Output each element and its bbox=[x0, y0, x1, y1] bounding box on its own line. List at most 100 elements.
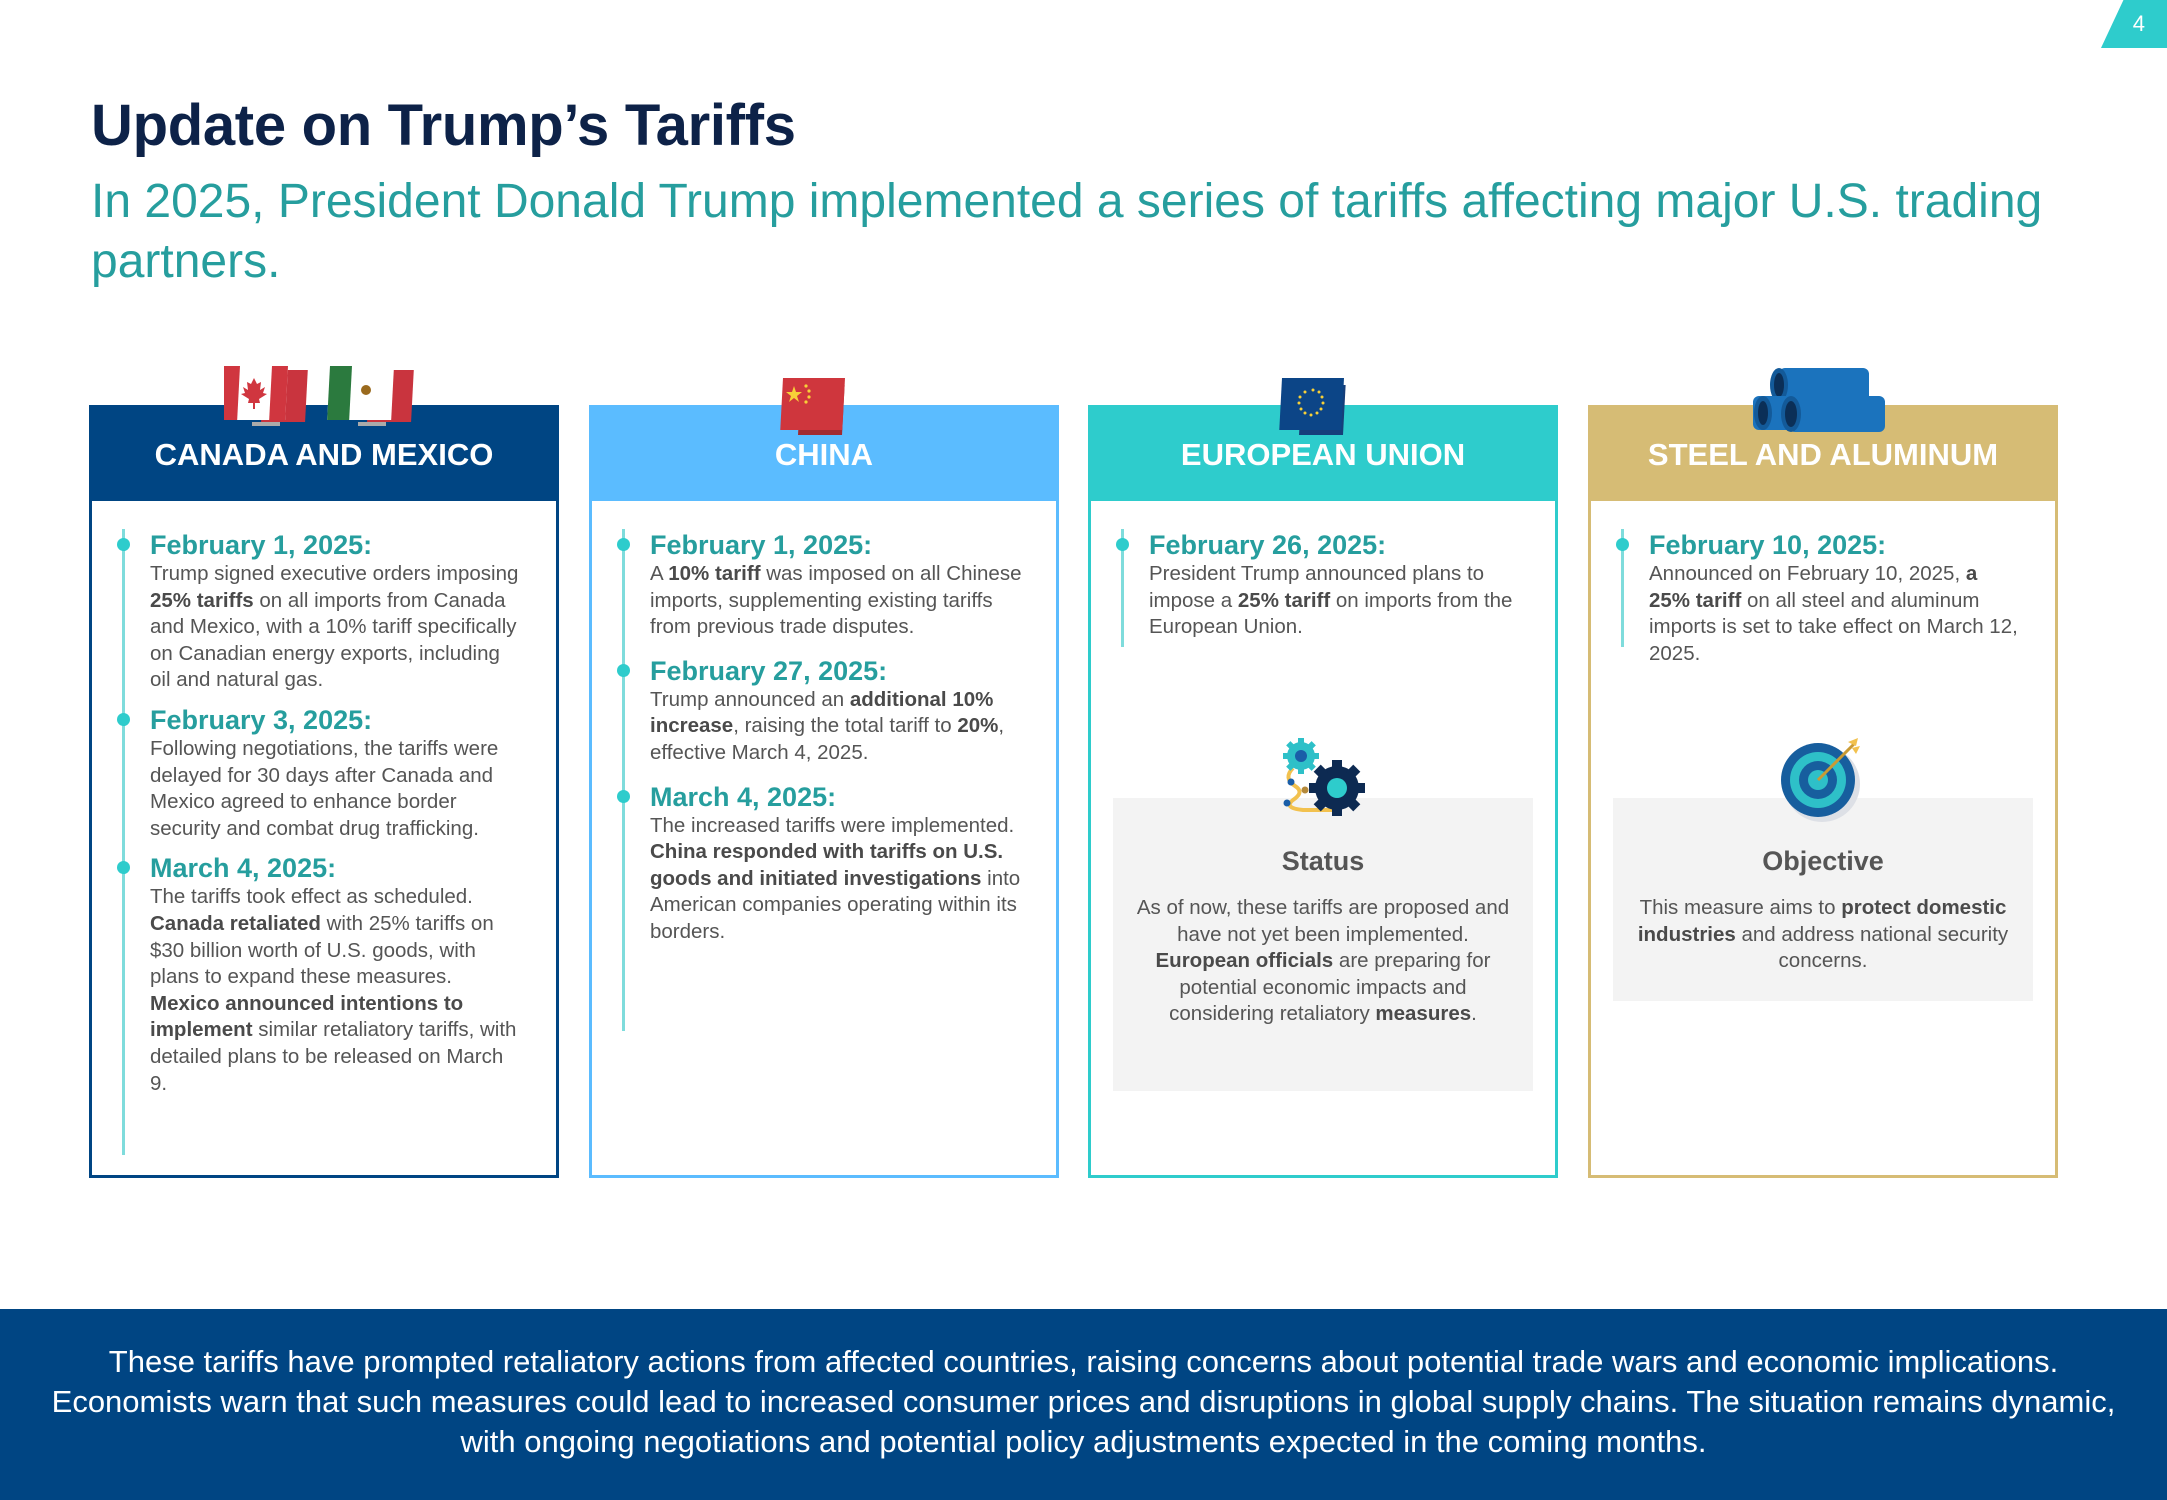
text: with 25% tariffs on $30 billion worth of… bbox=[150, 911, 494, 989]
event-date: February 1, 2025: bbox=[150, 530, 373, 560]
card-steel-aluminum: STEEL AND ALUMINUM February 10, 2025: Ann… bbox=[1588, 368, 2058, 1178]
text: President Trump announced plans to impos… bbox=[1149, 562, 1485, 612]
text: Following negotiations, the tariffs were… bbox=[150, 736, 499, 840]
page-number-badge: 4 bbox=[2101, 0, 2167, 48]
text: similar retaliatory tariffs, with detail… bbox=[150, 1018, 517, 1095]
event-description: Announced on February 10, 2025, a 25% ta… bbox=[1649, 561, 2021, 667]
bold-text: 20% bbox=[957, 714, 999, 738]
event-description: Following negotiations, the tariffs were… bbox=[150, 736, 522, 842]
text: . bbox=[1471, 1002, 1477, 1026]
card-body: February 1, 2025: Trump signed executive … bbox=[92, 501, 556, 1175]
eu-flag-icon bbox=[1278, 378, 1368, 443]
bold-text: European officials bbox=[1155, 949, 1334, 973]
timeline-dot-icon bbox=[617, 789, 630, 803]
timeline-event: February 26, 2025: President Trump announ… bbox=[1116, 529, 1521, 641]
timeline-dot-icon bbox=[617, 538, 630, 551]
event-date: February 1, 2025: bbox=[650, 530, 873, 560]
card-heading: CHINA bbox=[774, 436, 874, 472]
text: The tariffs took effect as scheduled. bbox=[150, 885, 473, 909]
timeline-dot-icon bbox=[1616, 538, 1629, 551]
timeline: February 1, 2025: A 10% tariff was impose… bbox=[617, 529, 1022, 1031]
timeline-dot-icon bbox=[117, 538, 130, 551]
text: This measure aims to bbox=[1639, 896, 1842, 919]
text: on all steel and aluminum imports is set… bbox=[1649, 588, 2018, 665]
target-icon bbox=[1778, 736, 1868, 831]
text: Trump signed executive orders imposing bbox=[150, 562, 519, 585]
card-header: CHINA bbox=[592, 408, 1056, 501]
timeline-line bbox=[122, 529, 125, 1155]
timeline-event: March 4, 2025: The tariffs took effect as… bbox=[117, 852, 522, 1097]
page-number: 4 bbox=[2132, 11, 2145, 36]
bold-text: 10% tariff bbox=[668, 562, 761, 585]
status-box: Status As of now, these tariffs are prop… bbox=[1113, 738, 1533, 1091]
text: As of now, these tariffs are proposed an… bbox=[1136, 896, 1510, 946]
text: Trump announced an bbox=[650, 687, 850, 711]
steel-pipes-icon bbox=[1753, 366, 1893, 441]
event-date: February 26, 2025: bbox=[1149, 530, 1387, 560]
footer-banner: These tariffs have prompted retaliatory … bbox=[0, 1309, 2167, 1500]
card-heading: STEEL AND ALUMINUM bbox=[1647, 436, 1999, 472]
timeline: February 26, 2025: President Trump announ… bbox=[1116, 529, 1521, 651]
bold-text: measures bbox=[1375, 1002, 1472, 1026]
text: A bbox=[650, 562, 669, 585]
text: , effective March 4, 2025. bbox=[650, 714, 1005, 764]
text: was imposed on all Chinese imports, supp… bbox=[650, 562, 1022, 639]
bold-text: Mexico announced intentions to implement bbox=[150, 991, 464, 1042]
timeline: February 10, 2025: Announced on February … bbox=[1616, 529, 2021, 677]
event-description: President Trump announced plans to impos… bbox=[1149, 561, 1521, 641]
text: Announced on February 10, 2025, bbox=[1649, 562, 1966, 585]
text: on imports from the European Union. bbox=[1149, 588, 1513, 639]
timeline-line bbox=[622, 529, 625, 1031]
card-header: CANADA AND MEXICO bbox=[92, 408, 556, 501]
bold-text: a 25% tariff bbox=[1649, 562, 1978, 612]
card-china: CHINA February 1, 2025: A 10% tariff was … bbox=[589, 378, 1059, 1178]
footer-text: These tariffs have prompted retaliatory … bbox=[51, 1344, 2116, 1459]
timeline: February 1, 2025: Trump signed executive … bbox=[117, 529, 522, 1155]
card-canada-mexico: CANADA AND MEXICO February 1, 202 bbox=[89, 366, 559, 1178]
page-subtitle: In 2025, President Donald Trump implemen… bbox=[91, 175, 2043, 288]
bold-text: protect domestic industries bbox=[1637, 896, 2007, 946]
text: and address national security concerns. bbox=[1735, 922, 2009, 973]
card-european-union: EUROPEAN UNION February 26, 2025: Preside… bbox=[1088, 378, 1558, 1178]
timeline-line bbox=[1621, 529, 1624, 647]
text: are preparing for potential economic imp… bbox=[1169, 949, 1491, 1026]
canada-flag-icon bbox=[221, 366, 308, 426]
timeline-dot-icon bbox=[617, 663, 630, 677]
objective-title: Objective bbox=[1762, 846, 1884, 876]
timeline-event: March 4, 2025: The increased tariffs were… bbox=[617, 781, 1022, 946]
bold-text: China responded with tariffs on U.S. goo… bbox=[650, 840, 1004, 890]
event-date: February 27, 2025: bbox=[650, 655, 888, 686]
objective-box: Objective This measure aims to protect d… bbox=[1613, 738, 2033, 1001]
card-heading: EUROPEAN UNION bbox=[1180, 436, 1466, 472]
status-text: As of now, these tariffs are proposed an… bbox=[1113, 895, 1533, 1028]
card-heading: CANADA AND MEXICO bbox=[154, 436, 494, 472]
mexico-flag-icon bbox=[327, 366, 414, 426]
event-description: The tariffs took effect as scheduled. Ca… bbox=[150, 884, 522, 1097]
china-flag-icon bbox=[779, 378, 869, 443]
event-description: A 10% tariff was imposed on all Chinese … bbox=[650, 561, 1022, 641]
gears-icon bbox=[1273, 738, 1373, 833]
timeline-dot-icon bbox=[117, 712, 130, 726]
card-body: February 10, 2025: Announced on February … bbox=[1591, 501, 2055, 1175]
event-description: The increased tariffs were implemented. … bbox=[650, 813, 1022, 946]
canada-mexico-flags-icon bbox=[221, 366, 424, 433]
event-date: February 3, 2025: bbox=[150, 704, 373, 735]
page-title: Update on Trump’s Tariffs bbox=[91, 93, 796, 158]
timeline-event: February 3, 2025: Following negotiations,… bbox=[117, 704, 522, 842]
timeline-event: February 27, 2025: Trump announced an add… bbox=[617, 655, 1022, 767]
bold-text: Canada retaliated bbox=[150, 911, 321, 935]
text: into American companies operating within… bbox=[650, 866, 1021, 943]
bold-text: 25% tariffs bbox=[150, 588, 254, 612]
event-description: Trump announced an additional 10% increa… bbox=[650, 687, 1022, 767]
event-date: February 10, 2025: bbox=[1649, 530, 1887, 560]
bold-text: additional 10% increase bbox=[650, 687, 994, 738]
event-date: March 4, 2025: bbox=[650, 781, 837, 812]
status-title: Status bbox=[1281, 846, 1365, 876]
event-description: Trump signed executive orders imposing 2… bbox=[150, 561, 522, 694]
text: on all imports from Canada and Mexico, w… bbox=[150, 588, 517, 692]
timeline-event: February 1, 2025: A 10% tariff was impose… bbox=[617, 529, 1022, 641]
timeline-line bbox=[1121, 529, 1124, 647]
card-body: February 1, 2025: A 10% tariff was impose… bbox=[592, 501, 1056, 1175]
timeline-event: February 10, 2025: Announced on February … bbox=[1616, 529, 2021, 667]
text: The increased tariffs were implemented. bbox=[650, 813, 1015, 837]
